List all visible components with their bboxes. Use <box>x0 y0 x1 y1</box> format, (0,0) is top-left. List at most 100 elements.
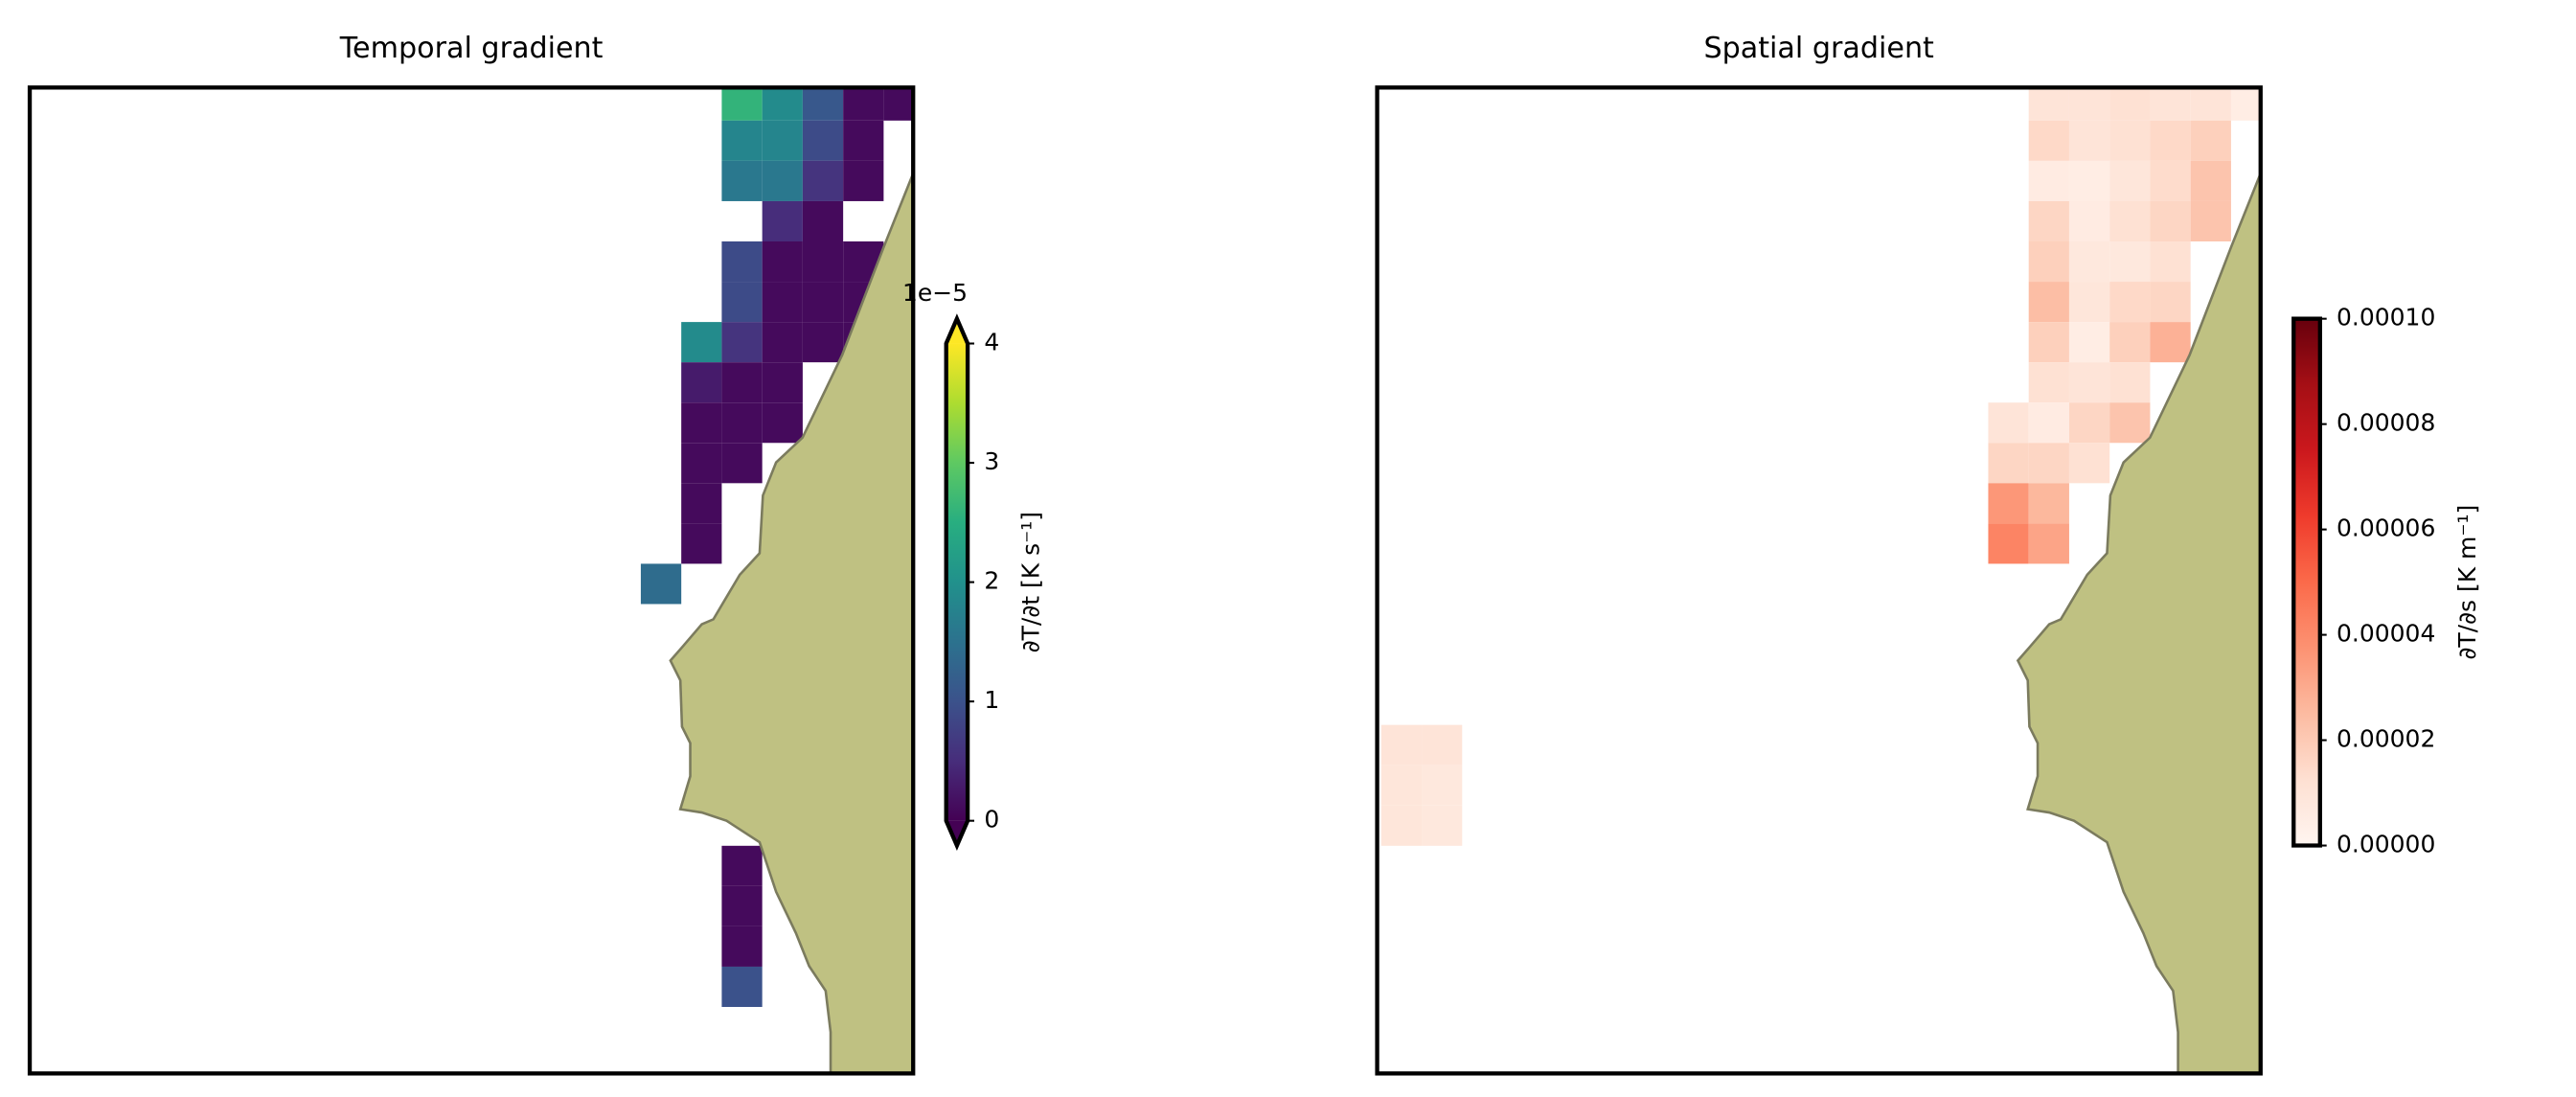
heatmap-cell <box>2068 443 2110 484</box>
heatmap-cell <box>1380 765 1423 806</box>
heatmap-cell <box>2109 87 2151 121</box>
heatmap-cell <box>2150 282 2191 323</box>
heatmap-cell <box>843 87 884 121</box>
heatmap-cell <box>721 402 763 444</box>
heatmap-cell <box>1988 483 2029 524</box>
heatmap-cell <box>762 362 803 403</box>
heatmap-cell <box>883 87 914 121</box>
heatmap-cell <box>681 523 722 564</box>
coastline-land <box>2016 172 2261 1074</box>
heatmap-cell <box>802 282 844 323</box>
colorbar-tick-label: 0.00006 <box>2337 514 2435 542</box>
heatmap-cell <box>2028 402 2069 444</box>
heatmap-cell <box>2150 240 2191 283</box>
heatmap-cell <box>1988 523 2029 564</box>
colorbar-extend-min <box>946 820 969 846</box>
heatmap-cell <box>2109 362 2151 403</box>
heatmap-cell <box>2028 120 2069 161</box>
heatmap-cell <box>2028 322 2069 363</box>
heatmap-cell <box>2068 362 2110 403</box>
heatmap-cell <box>2028 443 2069 484</box>
heatmap-cell <box>2068 322 2110 363</box>
heatmap-cell <box>762 240 803 283</box>
plot-area <box>1380 87 2261 1074</box>
heatmap-cell <box>2150 120 2191 161</box>
heatmap-cell <box>1422 724 1463 766</box>
colorbar-extend-max <box>946 318 969 344</box>
heatmap-cell <box>721 885 763 926</box>
colorbar <box>2293 318 2320 846</box>
heatmap-cell <box>2028 483 2069 524</box>
heatmap-cell <box>721 282 763 323</box>
heatmap-cell <box>681 322 722 363</box>
heatmap-cell <box>2150 160 2191 201</box>
heatmap-cell <box>802 322 844 363</box>
heatmap-cell <box>762 322 803 363</box>
heatmap-cell <box>762 160 803 201</box>
heatmap-cell <box>762 282 803 323</box>
heatmap-cell <box>2190 200 2231 241</box>
heatmap-cell <box>1380 805 1423 846</box>
panel-title: Temporal gradient <box>339 32 604 65</box>
colorbar-tick-label: 0.00004 <box>2337 620 2435 648</box>
heatmap-cell <box>681 443 722 484</box>
heatmap-cell <box>843 120 884 161</box>
heatmap-cell <box>681 362 722 403</box>
heatmap-cell <box>2150 200 2191 241</box>
heatmap-cell <box>681 402 722 444</box>
colorbar-tick-label: 0.00010 <box>2337 304 2435 331</box>
heatmap-cell <box>2028 200 2069 241</box>
heatmap-cell <box>721 966 763 1008</box>
colorbar-offset-text: 1e−5 <box>902 279 968 307</box>
colorbar-tick-label: 0 <box>984 806 999 834</box>
colorbar-tick-label: 0.00008 <box>2337 409 2435 437</box>
heatmap-cell <box>843 160 884 201</box>
colorbar-tick-label: 0.00000 <box>2337 831 2435 858</box>
colorbar-tick-label: 2 <box>984 567 999 595</box>
heatmap-cell <box>2028 282 2069 323</box>
axes-frame <box>27 85 916 1076</box>
heatmap-cell <box>762 200 803 241</box>
heatmap-cell <box>721 240 763 283</box>
colorbar-tick-label: 0.00002 <box>2337 725 2435 753</box>
heatmap-cell <box>2028 240 2069 283</box>
heatmap-cell <box>2190 160 2231 201</box>
heatmap-cell <box>2068 87 2110 121</box>
heatmap-cell <box>2109 282 2151 323</box>
heatmap-cell <box>762 87 803 121</box>
plot-area <box>640 87 914 1074</box>
heatmap-cell <box>1380 724 1423 766</box>
heatmap-cell <box>1422 805 1463 846</box>
heatmap-cell <box>2190 120 2231 161</box>
heatmap-cell <box>1988 402 2029 444</box>
colorbar-tick-label: 4 <box>984 329 999 356</box>
heatmap-cell <box>2230 87 2261 121</box>
heatmap-cell <box>721 160 763 201</box>
heatmap-cell <box>2068 402 2110 444</box>
heatmap-cell <box>2068 160 2110 201</box>
colorbar-label: ∂T/∂t [K s⁻¹] <box>1017 512 1045 652</box>
heatmap-cell <box>721 120 763 161</box>
panel-title: Spatial gradient <box>1703 32 1934 65</box>
heatmap-cell <box>802 160 844 201</box>
heatmap-cell <box>721 362 763 403</box>
coastline-land <box>669 172 914 1074</box>
heatmap-cell <box>762 120 803 161</box>
heatmap-cell <box>721 443 763 484</box>
colorbar-tick-label: 3 <box>984 447 999 475</box>
heatmap-cell <box>721 322 763 363</box>
heatmap-cell <box>2068 120 2110 161</box>
heatmap-cell <box>2109 200 2151 241</box>
heatmap-cell <box>2028 362 2069 403</box>
heatmap-cell <box>640 563 682 605</box>
heatmap-cell <box>2068 240 2110 283</box>
colorbar-label: ∂T/∂s [K m⁻¹] <box>2453 505 2481 660</box>
heatmap-cell <box>802 87 844 121</box>
heatmap-cell <box>1988 443 2029 484</box>
heatmap-cell <box>2068 282 2110 323</box>
heatmap-cell <box>2109 160 2151 201</box>
heatmap-cell <box>2028 87 2069 121</box>
heatmap-cell <box>681 483 722 524</box>
heatmap-cell <box>2028 160 2069 201</box>
